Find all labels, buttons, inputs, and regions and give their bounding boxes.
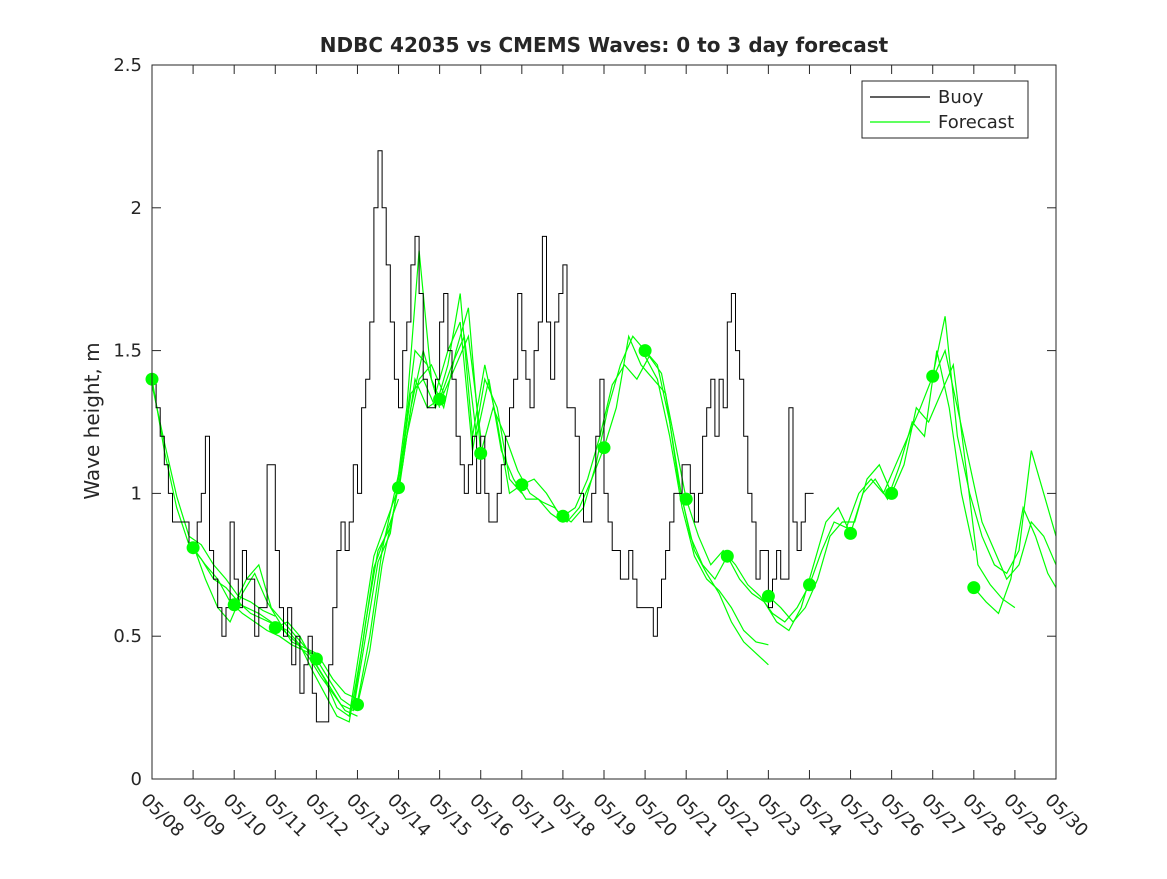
forecast-series-line-25 bbox=[808, 376, 934, 586]
forecast-marker bbox=[433, 392, 447, 406]
x-tick-label: 05/15 bbox=[424, 790, 476, 842]
forecast-marker bbox=[556, 509, 570, 523]
forecast-series-line-15 bbox=[439, 334, 564, 523]
y-tick-label: 0 bbox=[131, 769, 142, 790]
plot-area bbox=[145, 150, 1057, 723]
forecast-marker bbox=[844, 526, 857, 540]
forecast-marker bbox=[720, 549, 734, 563]
x-tick-label: 05/21 bbox=[671, 790, 723, 842]
x-tick-label: 05/08 bbox=[136, 790, 188, 842]
x-tick-label: 05/12 bbox=[301, 790, 353, 842]
forecast-series-line-30 bbox=[973, 505, 1057, 615]
x-tick-label: 05/17 bbox=[506, 790, 558, 842]
forecast-series-line-7 bbox=[275, 487, 400, 718]
y-tick-label: 0.5 bbox=[113, 626, 142, 647]
forecast-marker bbox=[926, 369, 940, 383]
forecast-series-line-29 bbox=[932, 348, 1057, 581]
x-tick-label: 05/24 bbox=[794, 790, 846, 842]
forecast-series-line-13 bbox=[397, 293, 523, 495]
chart-title: NDBC 42035 vs CMEMS Waves: 0 to 3 day fo… bbox=[320, 33, 889, 57]
forecast-marker bbox=[392, 481, 405, 495]
x-tick-label: 05/09 bbox=[178, 790, 230, 842]
x-tick-label: 05/20 bbox=[630, 790, 682, 842]
legend-label-buoy: Buoy bbox=[938, 87, 984, 108]
x-tick-label: 05/10 bbox=[219, 790, 271, 842]
forecast-marker bbox=[309, 652, 323, 666]
x-tick-label: 05/27 bbox=[917, 790, 969, 842]
x-tick-label: 05/26 bbox=[876, 790, 928, 842]
x-tick-label: 05/28 bbox=[958, 790, 1010, 842]
forecast-series-line-10 bbox=[315, 349, 441, 712]
forecast-marker bbox=[268, 621, 282, 635]
forecast-series-line-22 bbox=[685, 498, 811, 623]
legend: Buoy Forecast bbox=[861, 80, 1029, 139]
forecast-marker bbox=[638, 344, 652, 358]
forecast-marker bbox=[351, 698, 364, 712]
y-tick-label: 2.5 bbox=[113, 55, 142, 76]
forecast-series-line-27 bbox=[891, 362, 1016, 609]
legend-label-forecast: Forecast bbox=[938, 112, 1014, 133]
forecast-series-line-28 bbox=[932, 316, 1057, 575]
forecast-series-line-9 bbox=[315, 377, 440, 709]
forecast-series-line-1 bbox=[151, 379, 276, 626]
x-tick-label: 05/23 bbox=[753, 790, 805, 842]
forecast-series-line-21 bbox=[644, 356, 769, 646]
forecast-series-line-12 bbox=[356, 334, 482, 703]
x-tick-label: 05/30 bbox=[1040, 790, 1092, 842]
forecast-series-line-20 bbox=[644, 350, 769, 666]
forecast-marker bbox=[597, 441, 611, 455]
x-tick-label: 05/11 bbox=[260, 790, 312, 842]
forecast-series-line-18 bbox=[562, 355, 687, 517]
y-tick-label: 1.5 bbox=[113, 341, 142, 362]
x-tick-label: 05/22 bbox=[712, 790, 764, 842]
forecast-marker bbox=[227, 598, 241, 612]
forecast-marker bbox=[515, 478, 529, 492]
x-tick-label: 05/13 bbox=[342, 790, 394, 842]
forecast-series-line-8 bbox=[275, 498, 400, 723]
y-tick-label: 2 bbox=[131, 198, 142, 219]
forecast-marker bbox=[474, 446, 488, 460]
legend-box bbox=[861, 80, 1029, 139]
x-tick-label: 05/29 bbox=[999, 790, 1051, 842]
forecast-series-line-26 bbox=[849, 350, 975, 551]
forecast-series-line-16 bbox=[480, 405, 605, 523]
forecast-marker bbox=[761, 589, 775, 603]
x-tick-label: 05/16 bbox=[465, 790, 517, 842]
x-tick-label: 05/14 bbox=[383, 790, 435, 842]
forecast-series-line-24 bbox=[767, 463, 893, 623]
forecast-series-line-23 bbox=[726, 506, 852, 632]
forecast-series-line-19 bbox=[603, 334, 728, 581]
y-tick-label: 1 bbox=[131, 483, 142, 504]
forecast-marker bbox=[885, 486, 899, 500]
x-tick-label: 05/18 bbox=[547, 790, 599, 842]
forecast-series-line-14 bbox=[397, 321, 523, 494]
forecast-marker bbox=[967, 581, 981, 595]
buoy-series-line bbox=[152, 150, 814, 723]
x-tick-label: 05/25 bbox=[835, 790, 887, 842]
x-tick-label: 05/19 bbox=[588, 790, 640, 842]
y-axis-label: Wave height, m bbox=[80, 342, 104, 499]
forecast-series-line-2 bbox=[151, 384, 276, 617]
forecast-marker bbox=[679, 492, 693, 506]
forecast-marker bbox=[186, 541, 200, 555]
forecast-marker bbox=[803, 578, 816, 592]
